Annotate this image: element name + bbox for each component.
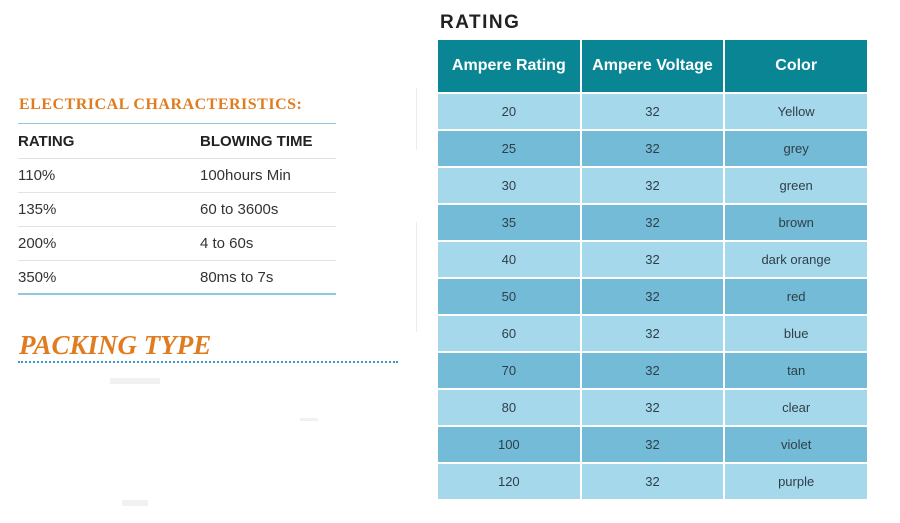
ampere-rating-cell: 30 (438, 168, 580, 203)
table-row: 60 32 blue (438, 316, 867, 351)
ampere-rating-cell: 100 (438, 427, 580, 462)
table-row: 40 32 dark orange (438, 242, 867, 277)
color-cell: green (725, 168, 867, 203)
title-divider (18, 123, 336, 124)
ampere-voltage-cell: 32 (581, 242, 724, 277)
electrical-table-header: RATING BLOWING TIME (18, 125, 336, 159)
faint-vertical-line (416, 222, 417, 332)
ampere-rating-cell: 20 (438, 94, 580, 129)
table-row: 200% 4 to 60s (18, 227, 336, 261)
color-cell: Yellow (725, 94, 867, 129)
ampere-rating-column-header: Ampere Rating (438, 40, 580, 92)
ampere-rating-cell: 60 (438, 316, 580, 351)
ampere-rating-cell: 80 (438, 390, 580, 425)
ampere-rating-cell: 50 (438, 279, 580, 314)
rating-title: RATING (440, 12, 521, 33)
table-row: 350% 80ms to 7s (18, 261, 336, 295)
color-cell: tan (725, 353, 867, 388)
blowing-time-cell: 80ms to 7s (200, 268, 274, 286)
blowing-time-column-header: BLOWING TIME (200, 133, 313, 150)
electrical-characteristics-title: ELECTRICAL CHARACTERISTICS: (19, 96, 303, 113)
ampere-rating-cell: 120 (438, 464, 580, 499)
ampere-voltage-cell: 32 (581, 390, 724, 425)
rating-cell: 350% (18, 268, 57, 286)
color-cell: grey (725, 131, 867, 166)
table-row: 50 32 red (438, 279, 867, 314)
faint-vertical-line (416, 88, 417, 150)
color-column-header: Color (725, 40, 867, 92)
table-row: 135% 60 to 3600s (18, 193, 336, 227)
color-cell: violet (725, 427, 867, 462)
ampere-voltage-cell: 32 (581, 353, 724, 388)
rating-cell: 200% (18, 235, 57, 252)
table-row: 120 32 purple (438, 464, 867, 499)
ampere-voltage-cell: 32 (581, 316, 724, 351)
rating-column-header: RATING (18, 133, 75, 150)
ampere-rating-cell: 70 (438, 353, 580, 388)
table-row: 35 32 brown (438, 205, 867, 240)
color-cell: red (725, 279, 867, 314)
ampere-voltage-cell: 32 (581, 464, 724, 499)
rating-table-header-row: Ampere Rating Ampere Voltage Color (438, 40, 867, 92)
ampere-voltage-cell: 32 (581, 168, 724, 203)
ampere-voltage-cell: 32 (581, 427, 724, 462)
color-cell: purple (725, 464, 867, 499)
color-cell: blue (725, 316, 867, 351)
table-row: 80 32 clear (438, 390, 867, 425)
rating-cell: 110% (18, 167, 56, 184)
color-cell: dark orange (725, 242, 867, 277)
blowing-time-cell: 4 to 60s (200, 235, 254, 252)
ampere-rating-cell: 40 (438, 242, 580, 277)
dotted-divider (18, 361, 398, 363)
table-row: 110% 100hours Min (18, 159, 336, 193)
packing-type-title: PACKING TYPE (19, 330, 212, 360)
ampere-rating-cell: 35 (438, 205, 580, 240)
faint-mark (122, 500, 148, 506)
table-row: 70 32 tan (438, 353, 867, 388)
table-row: 25 32 grey (438, 131, 867, 166)
electrical-characteristics-table: RATING BLOWING TIME 110% 100hours Min 13… (18, 125, 336, 295)
color-cell: brown (725, 205, 867, 240)
faint-mark (300, 418, 318, 421)
rating-table: Ampere Rating Ampere Voltage Color 20 32… (436, 38, 869, 501)
ampere-voltage-cell: 32 (581, 131, 724, 166)
ampere-rating-cell: 25 (438, 131, 580, 166)
blowing-time-cell: 100hours Min (200, 167, 291, 184)
ampere-voltage-cell: 32 (581, 94, 724, 129)
rating-cell: 135% (18, 201, 57, 218)
table-row: 20 32 Yellow (438, 94, 867, 129)
ampere-voltage-column-header: Ampere Voltage (581, 40, 724, 92)
ampere-voltage-cell: 32 (581, 279, 724, 314)
table-row: 100 32 violet (438, 427, 867, 462)
faint-mark (110, 378, 160, 384)
color-cell: clear (725, 390, 867, 425)
blowing-time-cell: 60 to 3600s (200, 201, 279, 218)
ampere-voltage-cell: 32 (581, 205, 724, 240)
table-row: 30 32 green (438, 168, 867, 203)
